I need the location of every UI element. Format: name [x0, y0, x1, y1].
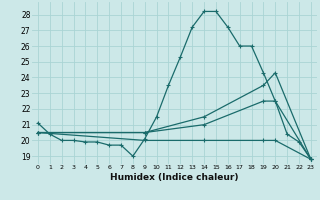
X-axis label: Humidex (Indice chaleur): Humidex (Indice chaleur) [110, 173, 239, 182]
